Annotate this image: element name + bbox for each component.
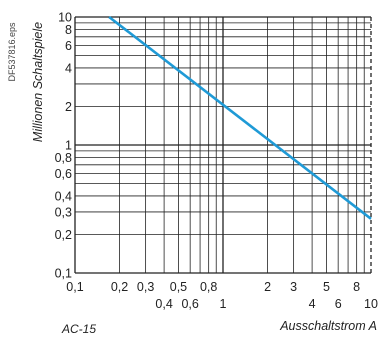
x-tick-label: 6 [335,297,342,311]
x-tick-label: 2 [264,280,271,294]
y-tick-label: 0,8 [55,151,72,165]
x-tick-label: 0,1 [66,280,83,294]
x-tick-label: 8 [353,280,360,294]
series-layer [108,15,372,220]
y-tick-label: 0,3 [55,205,72,219]
x-tick-label: 0,3 [137,280,154,294]
y-tick-label: 0,2 [55,228,72,242]
x-tick-label: 4 [309,297,316,311]
x-tick-label: 0,2 [111,280,128,294]
x-tick-label: 0,4 [155,297,172,311]
x-axis-title: Ausschaltstrom A [279,319,377,333]
file-reference-note: DF537816.eps [7,22,17,82]
x-tick-label: 1 [220,297,227,311]
x-tick-label: 10 [364,297,378,311]
y-tick-label: 0,4 [55,189,72,203]
x-tick-label: 0,5 [170,280,187,294]
y-tick-label: 1 [65,139,72,153]
x-tick-label: 3 [290,280,297,294]
y-axis-title: Millionen Schaltspiele [31,22,45,142]
y-tick-label: 0,1 [55,267,72,281]
y-tick-label: 0,6 [55,167,72,181]
x-tick-label: 0,8 [200,280,217,294]
x-tick-label: 5 [323,280,330,294]
grid-layer [74,16,372,274]
y-tick-label: 8 [65,23,72,37]
y-tick-label: 6 [65,39,72,53]
y-tick-label: 2 [65,100,72,114]
y-tick-label: 10 [58,11,72,25]
bottom-note: AC-15 [61,322,96,336]
x-tick-label: 0,6 [181,297,198,311]
series-line [108,15,372,220]
y-tick-label: 4 [65,61,72,75]
